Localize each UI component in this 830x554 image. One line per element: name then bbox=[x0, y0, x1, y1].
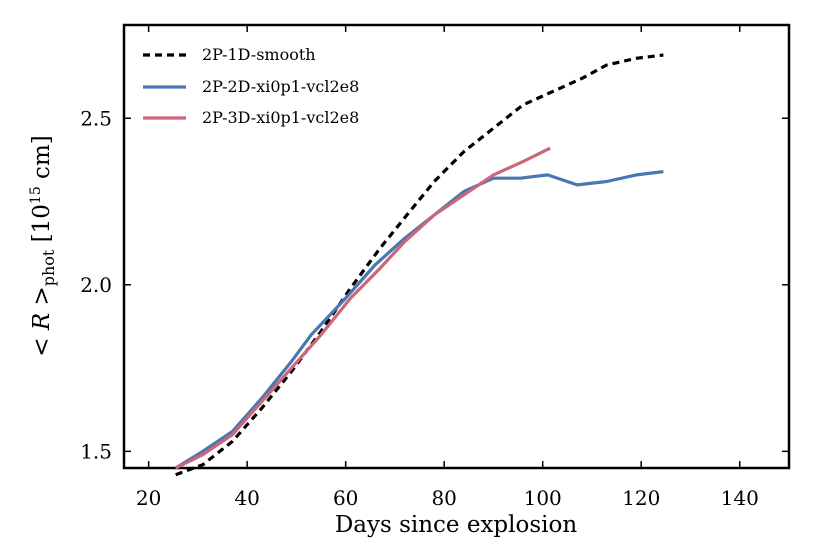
plot-frame bbox=[122, 23, 791, 470]
series-layer bbox=[174, 53, 664, 477]
x-axis-label: Days since explosion bbox=[335, 512, 578, 538]
legend-label-3d: 2P-3D-xi0p1-vcl2e8 bbox=[202, 108, 359, 127]
series-line-2 bbox=[174, 146, 551, 470]
y-tick-labels: 1.5 2.0 2.5 bbox=[80, 106, 112, 463]
y-tick-label-1: 2.0 bbox=[80, 273, 112, 297]
x-tick-label-2: 60 bbox=[333, 486, 358, 510]
y-label-unit-open: [10 bbox=[29, 204, 55, 250]
x-tick-label-0: 20 bbox=[136, 486, 161, 510]
x-tick-label-5: 120 bbox=[622, 486, 660, 510]
legend: 2P-1D-smooth 2P-2D-xi0p1-vcl2e8 2P-3D-xi… bbox=[143, 45, 359, 127]
x-tick-label-6: 140 bbox=[721, 486, 759, 510]
y-tick-label-2: 2.5 bbox=[80, 106, 112, 130]
legend-label-1d-smooth: 2P-1D-smooth bbox=[202, 45, 316, 64]
series-line-0 bbox=[175, 53, 664, 477]
x-tick-label-1: 40 bbox=[234, 486, 259, 510]
y-label-prefix: < R > bbox=[29, 286, 55, 356]
x-tick-labels: 20 40 60 80 100 120 140 bbox=[136, 486, 759, 510]
y-label-unit-close: cm] bbox=[29, 135, 55, 186]
x-tick-label-3: 80 bbox=[431, 486, 456, 510]
y-label-unit-exp: 15 bbox=[28, 186, 44, 204]
ticks-layer bbox=[124, 25, 789, 468]
legend-label-2d: 2P-2D-xi0p1-vcl2e8 bbox=[202, 77, 359, 96]
y-axis-label: < R >phot [1015 cm] bbox=[28, 135, 58, 356]
x-tick-label-4: 100 bbox=[524, 486, 562, 510]
y-tick-label-0: 1.5 bbox=[80, 439, 112, 463]
y-label-subscript: phot bbox=[39, 249, 58, 286]
